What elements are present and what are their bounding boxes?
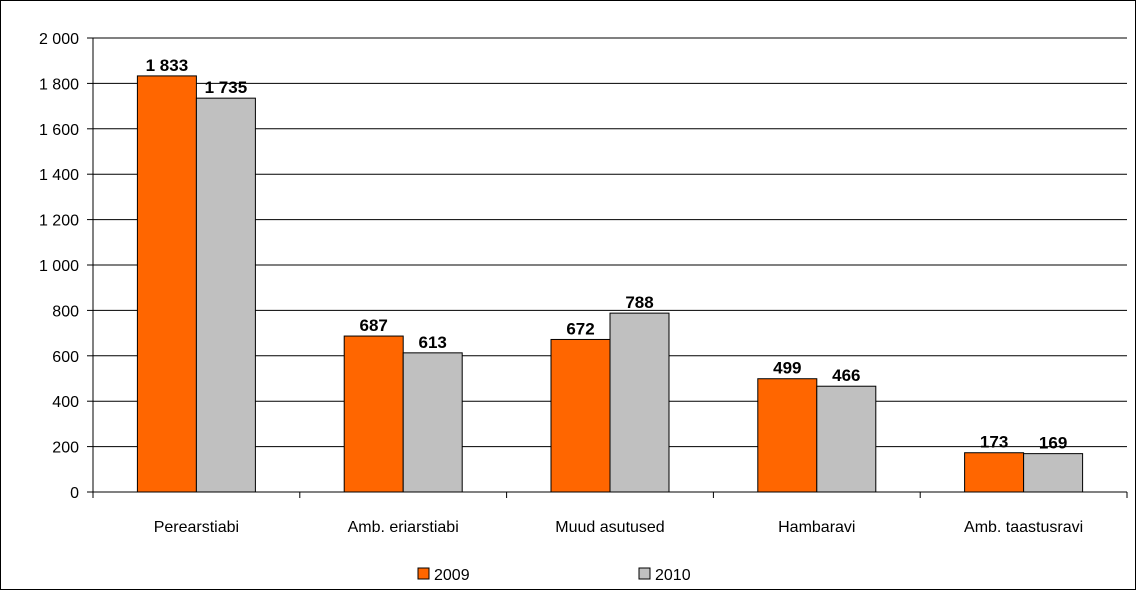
data-label: 687 bbox=[360, 316, 388, 335]
data-labels: 1 833 1 735 687 613 672 788 499 466 173 169 bbox=[146, 56, 1068, 453]
x-category-label: Amb. taastusravi bbox=[964, 519, 1083, 536]
y-tick-label: 2 000 bbox=[39, 31, 79, 48]
x-category-label: Hambaravi bbox=[778, 519, 855, 536]
bar-2009 bbox=[964, 452, 1025, 493]
data-label: 1 833 bbox=[146, 56, 189, 75]
legend: 2009 2010 bbox=[417, 567, 691, 584]
bars bbox=[136, 75, 1084, 493]
data-label: 169 bbox=[1039, 434, 1067, 453]
legend-label: 2010 bbox=[655, 567, 691, 584]
y-tick-label: 400 bbox=[52, 394, 79, 411]
bar-2009 bbox=[343, 335, 404, 493]
data-label: 1 735 bbox=[205, 78, 248, 97]
bar-2010 bbox=[195, 97, 256, 493]
y-tick-label: 0 bbox=[70, 485, 79, 502]
bar-2010 bbox=[402, 352, 463, 493]
x-category-label: Muud asutused bbox=[555, 519, 664, 536]
data-label: 613 bbox=[419, 333, 447, 352]
x-category-label: Amb. eriarstiabi bbox=[348, 519, 459, 536]
data-label: 499 bbox=[773, 359, 801, 378]
y-tick-label: 1 400 bbox=[39, 167, 79, 184]
y-tick-label: 1 200 bbox=[39, 213, 79, 230]
y-axis-tick-labels: 0 200 400 600 800 1 000 1 200 1 400 1 600 1 800 2 … bbox=[39, 31, 79, 502]
data-label: 788 bbox=[625, 293, 653, 312]
x-axis-category-labels: Perearstiabi Amb. eriarstiabi Muud asutuse… bbox=[154, 519, 1083, 536]
y-tick-label: 1 000 bbox=[39, 258, 79, 275]
data-label: 466 bbox=[832, 366, 860, 385]
legend-swatch bbox=[638, 567, 651, 580]
bar-2010 bbox=[816, 385, 877, 493]
y-tick-label: 800 bbox=[52, 303, 79, 320]
bar-2009 bbox=[757, 378, 818, 493]
y-tick-label: 200 bbox=[52, 440, 79, 457]
data-label: 173 bbox=[980, 433, 1008, 452]
legend-label: 2009 bbox=[434, 567, 470, 584]
y-tick-label: 600 bbox=[52, 349, 79, 366]
bar-2009 bbox=[136, 75, 197, 493]
bar-2010 bbox=[1023, 453, 1084, 493]
bar-2009 bbox=[550, 338, 611, 493]
y-tick-label: 1 800 bbox=[39, 76, 79, 93]
bar-2010 bbox=[609, 312, 670, 493]
grid-lines bbox=[93, 37, 1127, 448]
legend-swatch bbox=[417, 567, 430, 580]
y-tick-label: 1 600 bbox=[39, 122, 79, 139]
data-label: 672 bbox=[566, 319, 594, 338]
x-category-label: Perearstiabi bbox=[154, 519, 239, 536]
